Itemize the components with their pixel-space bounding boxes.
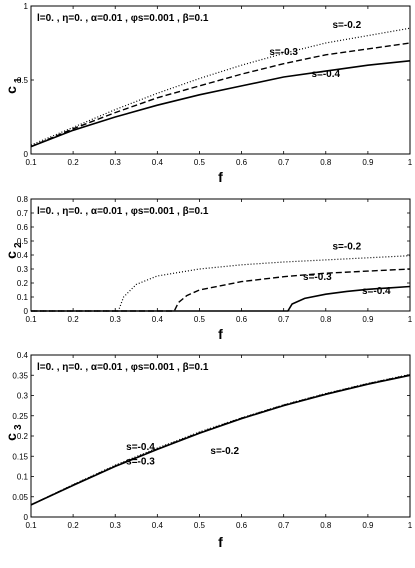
series-line-s02 (30, 373, 411, 506)
x-tick-label: 0.1 (25, 521, 37, 530)
x-tick-label: 0.5 (194, 521, 206, 530)
x-tick-label: 0.2 (68, 158, 80, 167)
x-tick-label: 0.2 (68, 315, 80, 324)
curve-label: s=-0.4 (362, 286, 391, 297)
curve-label: s=-0.4 (126, 442, 155, 453)
parameter-text: l=0. , η=0. , α=0.01 , φs=0.001 , β=0.1 (37, 206, 209, 217)
x-tick-label: 0.6 (236, 315, 248, 324)
y-tick-label: 0.3 (17, 392, 29, 401)
chart-panel-c3: 0.1 0.2 0.3 0.4 0.5 0.6 0.7 0.8 0.9 1 0 0.05 0.1 0.15… (3, 351, 413, 550)
y-tick-label: 1 (24, 2, 29, 11)
y-tick-label: 0 (24, 307, 29, 316)
x-tick-label: 0.4 (152, 521, 164, 530)
x-tick-label: 0.1 (25, 315, 37, 324)
curve-label: s=-0.4 (311, 69, 340, 80)
x-tick-label: 0.9 (362, 315, 374, 324)
y-tick-label: 0.25 (12, 412, 28, 421)
y-tick-label: 0 (24, 150, 29, 159)
y-tick-label: 0.35 (12, 371, 28, 380)
y-tick-label: 0 (24, 513, 29, 522)
y-tick-label: 0.05 (12, 493, 28, 502)
y-axis-label: c2 (3, 242, 24, 259)
y-axis-label-subscript: 3 (13, 424, 24, 430)
series-line-s03 (30, 42, 411, 148)
curve-label: s=-0.2 (333, 241, 362, 252)
series-line-s04 (30, 60, 411, 148)
x-tick-label: 0.5 (194, 158, 206, 167)
x-tick-label: 0.6 (236, 521, 248, 530)
curve-label: s=-0.2 (210, 446, 239, 457)
curve-label: s=-0.3 (303, 272, 332, 283)
x-tick-label: 0.3 (110, 158, 122, 167)
y-tick-label: 0.3 (17, 265, 29, 274)
y-tick-label: 0.2 (17, 279, 29, 288)
x-tick-label: 1 (408, 158, 413, 167)
x-tick-label: 0.7 (278, 315, 290, 324)
y-tick-label: 0.5 (17, 76, 29, 85)
series-line-s03 (31, 268, 411, 312)
series-line-s02 (30, 27, 411, 146)
curve-label: s=-0.3 (126, 456, 155, 467)
chart-panel-c1: 0.1 0.2 0.3 0.4 0.5 0.6 0.7 0.8 0.9 100.51s=-0.2s… (3, 2, 413, 185)
x-tick-label: 0.3 (110, 315, 122, 324)
y-tick-label: 0.1 (17, 473, 29, 482)
x-tick-label: 0.5 (194, 315, 206, 324)
y-tick-label: 0.8 (17, 195, 29, 204)
parameter-text: l=0. , η=0. , α=0.01 , φs=0.001 , β=0.1 (37, 13, 209, 24)
x-tick-label: 0.8 (320, 158, 332, 167)
x-axis-label: f (218, 326, 223, 342)
y-tick-label: 0.2 (17, 432, 29, 441)
y-axis-label-main: c (3, 86, 19, 94)
y-axis-label-main: c (3, 433, 19, 441)
series-line-s03 (30, 374, 411, 506)
y-tick-label: 0.1 (17, 293, 29, 302)
x-tick-label: 0.7 (278, 521, 290, 530)
y-axis-label-main: c (3, 251, 19, 259)
x-tick-label: 0.1 (25, 158, 37, 167)
y-axis-label: c3 (3, 424, 24, 441)
y-axis-label-subscript: 2 (13, 242, 24, 248)
x-tick-label: 1 (408, 521, 413, 530)
x-tick-label: 0.6 (236, 158, 248, 167)
x-axis-label: f (218, 534, 223, 550)
x-tick-label: 0.8 (320, 315, 332, 324)
x-axis-label: f (218, 169, 223, 185)
series-line-s04 (30, 374, 411, 506)
curve-label: s=-0.2 (333, 20, 362, 31)
x-tick-label: 0.3 (110, 521, 122, 530)
y-tick-label: 0.4 (17, 251, 29, 260)
y-tick-label: 0.5 (17, 237, 29, 246)
chart-panel-c2: 0.1 0.2 0.3 0.4 0.5 0.6 0.7 0.8 0.9 100.10.20.30.… (3, 195, 413, 342)
series-line-s04 (31, 285, 411, 312)
x-tick-label: 0.9 (362, 521, 374, 530)
x-tick-label: 0.7 (278, 158, 290, 167)
x-tick-label: 0.8 (320, 521, 332, 530)
y-tick-label: 0.15 (12, 452, 28, 461)
series-line-s02 (31, 255, 411, 312)
y-tick-label: 0.7 (17, 209, 29, 218)
x-tick-label: 1 (408, 315, 413, 324)
x-tick-label: 0.9 (362, 158, 374, 167)
x-tick-label: 0.2 (68, 521, 80, 530)
plot-frame (30, 354, 411, 518)
x-tick-label: 0.4 (152, 158, 164, 167)
y-axis-label-subscript: 1 (13, 77, 24, 83)
curve-label: s=-0.3 (269, 47, 298, 58)
y-tick-label: 0.4 (17, 351, 29, 360)
parameter-text: l=0. , η=0. , α=0.01 , φs=0.001 , β=0.1 (37, 362, 209, 373)
y-tick-label: 0.6 (17, 223, 29, 232)
x-tick-label: 0.4 (152, 315, 164, 324)
y-axis-label: c1 (3, 77, 24, 94)
